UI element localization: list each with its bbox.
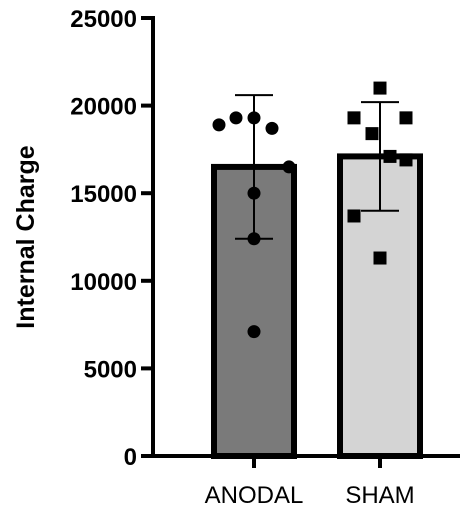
bars — [211, 153, 423, 460]
axes — [151, 16, 460, 458]
y-ticks: 0 5000 10000 15000 20000 25000 — [70, 6, 153, 471]
data-point — [399, 153, 413, 167]
data-point — [247, 325, 261, 339]
data-points — [212, 81, 413, 339]
y-tick-label: 20000 — [70, 94, 137, 121]
y-tick-label: 0 — [124, 444, 137, 471]
x-tick-label: ANODAL — [205, 482, 304, 509]
data-point — [373, 251, 387, 265]
y-tick-label: 5000 — [84, 356, 137, 383]
y-axis-title-group: Internal Charge — [12, 145, 40, 328]
x-ticks: ANODAL SHAM — [205, 456, 415, 509]
data-point — [282, 160, 296, 174]
y-axis-title: Internal Charge — [12, 145, 40, 328]
data-point — [373, 81, 387, 95]
y-tick-label: 15000 — [70, 181, 137, 208]
error-bars — [235, 94, 399, 240]
data-point — [229, 111, 243, 125]
x-tick-label: SHAM — [345, 482, 414, 509]
data-point — [347, 209, 361, 223]
data-point — [399, 111, 413, 125]
y-tick-label: 25000 — [70, 6, 137, 33]
data-point — [212, 118, 226, 132]
y-tick-label: 10000 — [70, 269, 137, 296]
data-point — [383, 149, 397, 163]
data-point — [365, 127, 379, 141]
data-point — [347, 111, 361, 125]
data-point — [265, 121, 279, 135]
